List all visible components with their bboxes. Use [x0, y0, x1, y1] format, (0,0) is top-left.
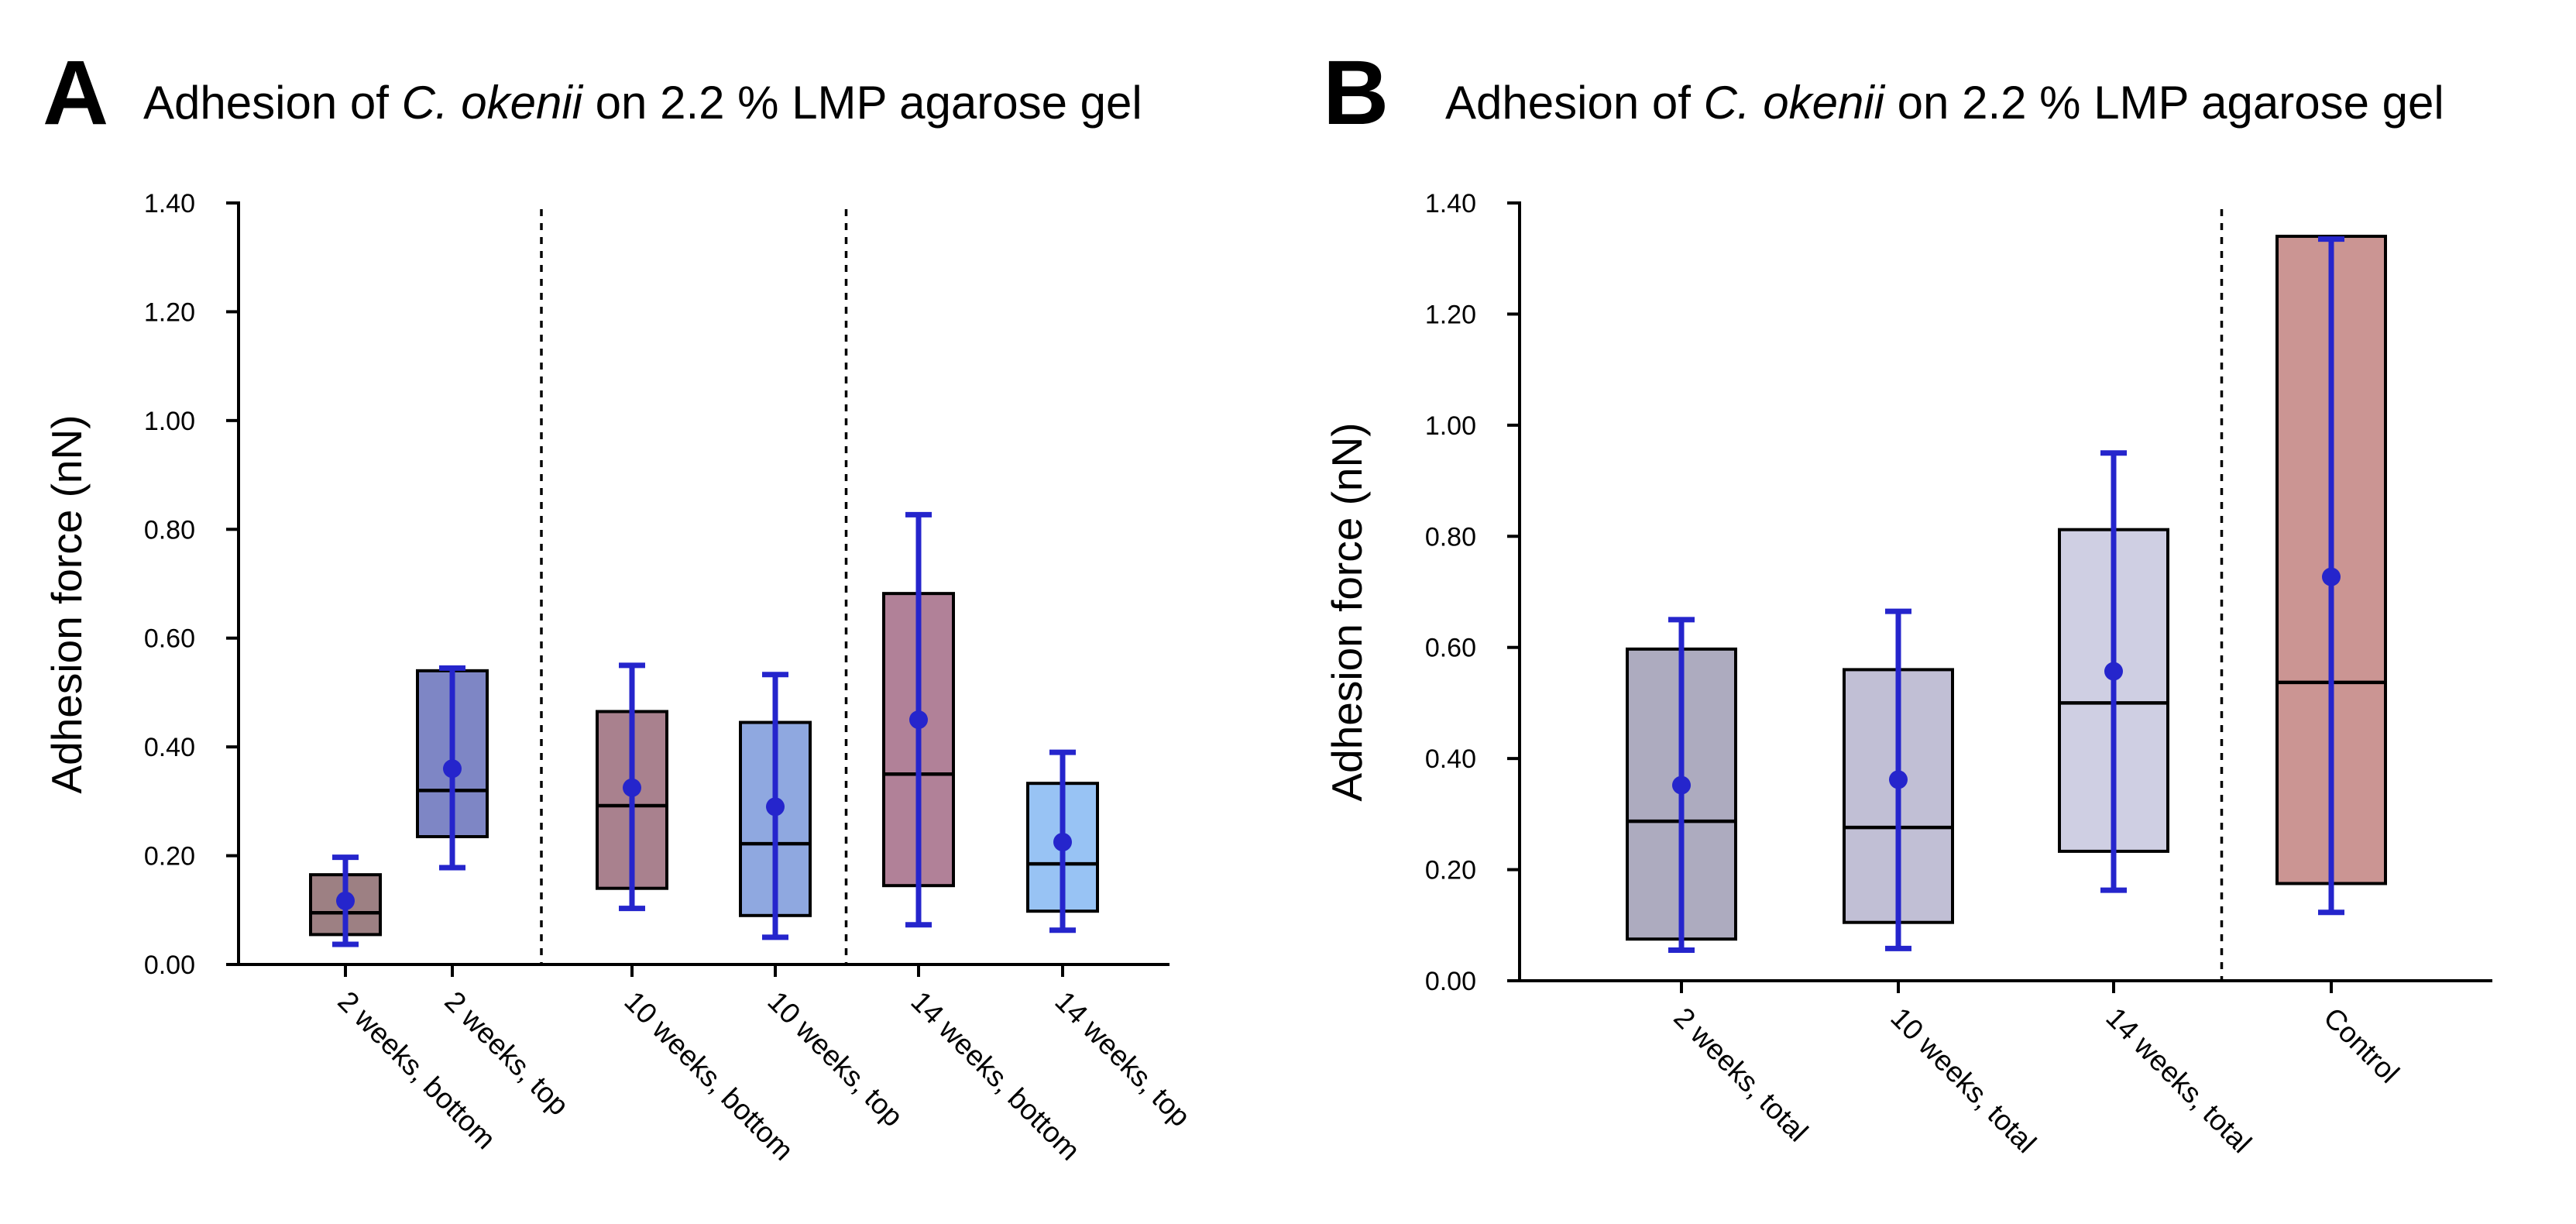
panel-a-mean-point	[1053, 833, 1072, 852]
panel-a-box-5	[882, 511, 955, 928]
panel-b-y-tick-label: 0.00	[1425, 967, 1476, 996]
panel-b-x-tick-label: 14 weeks, total	[2100, 1002, 2258, 1160]
panel-a-y-tick-label: 1.40	[144, 189, 195, 218]
panel-a-box-3	[596, 662, 668, 912]
panel-b-mean-point	[2104, 662, 2123, 681]
panel-a-y-tick-label: 1.20	[144, 297, 195, 327]
panel-a-box-2	[416, 665, 489, 871]
panel-b-plot: 0.00 0.20 0.40 0.60 0.80 1.00 1.20 1.40 2 weeks,…	[1425, 189, 2492, 1159]
panel-a: A Adhesion of C. okenii on 2.2 % LMP aga…	[43, 42, 1197, 1167]
panel-b-box-3	[2058, 450, 2169, 893]
panel-b-y-tick-label: 0.60	[1425, 634, 1476, 663]
panel-b-title: Adhesion of C. okenii on 2.2 % LMP agaro…	[1445, 77, 2444, 129]
panel-a-letter: A	[43, 42, 108, 144]
panel-a-y-tick-label: 0.60	[144, 624, 195, 654]
panel-a-y-tick-label: 0.20	[144, 842, 195, 872]
panel-a-x-tick-label: 10 weeks, top	[761, 985, 908, 1133]
panel-b-box-4	[2275, 235, 2387, 916]
panel-b-mean-point	[2322, 567, 2341, 586]
panel-b-mean-point	[1672, 775, 1691, 795]
panel-a-title: Adhesion of C. okenii on 2.2 % LMP agaro…	[143, 77, 1142, 129]
panel-b-y-tick-label: 1.40	[1425, 189, 1476, 218]
panel-b-y-tick-label: 0.40	[1425, 744, 1476, 774]
panel-b-y-tick-label: 1.20	[1425, 300, 1476, 329]
panel-a-mean-point	[336, 891, 355, 910]
panel-a-box-4	[739, 672, 812, 940]
panel-a-box-1	[309, 854, 382, 947]
panel-b-mean-point	[1889, 770, 1908, 789]
panel-b-x-tick-label: 2 weeks, total	[1668, 1002, 1814, 1148]
panel-a-y-tick-label: 1.00	[144, 407, 195, 436]
panel-b-y-tick-label: 1.00	[1425, 411, 1476, 441]
panel-a-y-tick-label: 0.80	[144, 515, 195, 545]
panel-b-x-tick-label: 10 weeks, total	[1884, 1002, 2042, 1160]
panel-b-x-tick-label: Control	[2317, 1002, 2405, 1089]
panel-a-y-tick-label: 0.40	[144, 733, 195, 762]
panel-a-mean-point	[766, 797, 785, 817]
panel-a-box-6	[1026, 749, 1099, 933]
panel-a-plot: 0.000.200.400.600.801.001.201.402 weeks,…	[144, 189, 1197, 1167]
panel-b-letter: B	[1323, 42, 1389, 144]
panel-a-x-tick-label: 14 weeks, top	[1049, 985, 1196, 1133]
panel-b-y-tick-label: 0.20	[1425, 856, 1476, 885]
panel-b-y-axis-label: Adhesion force (nN)	[1323, 422, 1371, 801]
panel-a-mean-point	[443, 759, 462, 779]
panel-b-y-tick-label: 0.80	[1425, 522, 1476, 552]
panel-b-box-1	[1626, 617, 1737, 954]
panel-b-box-2	[1843, 608, 1954, 951]
panel-a-mean-point	[909, 710, 928, 730]
panel-a-y-tick-label: 0.00	[144, 951, 195, 980]
panel-b: B Adhesion of C. okenii on 2.2 % LMP aga…	[1323, 42, 2492, 1159]
panel-a-mean-point	[623, 778, 641, 797]
panel-a-y-axis-label: Adhesion force (nN)	[43, 414, 91, 793]
